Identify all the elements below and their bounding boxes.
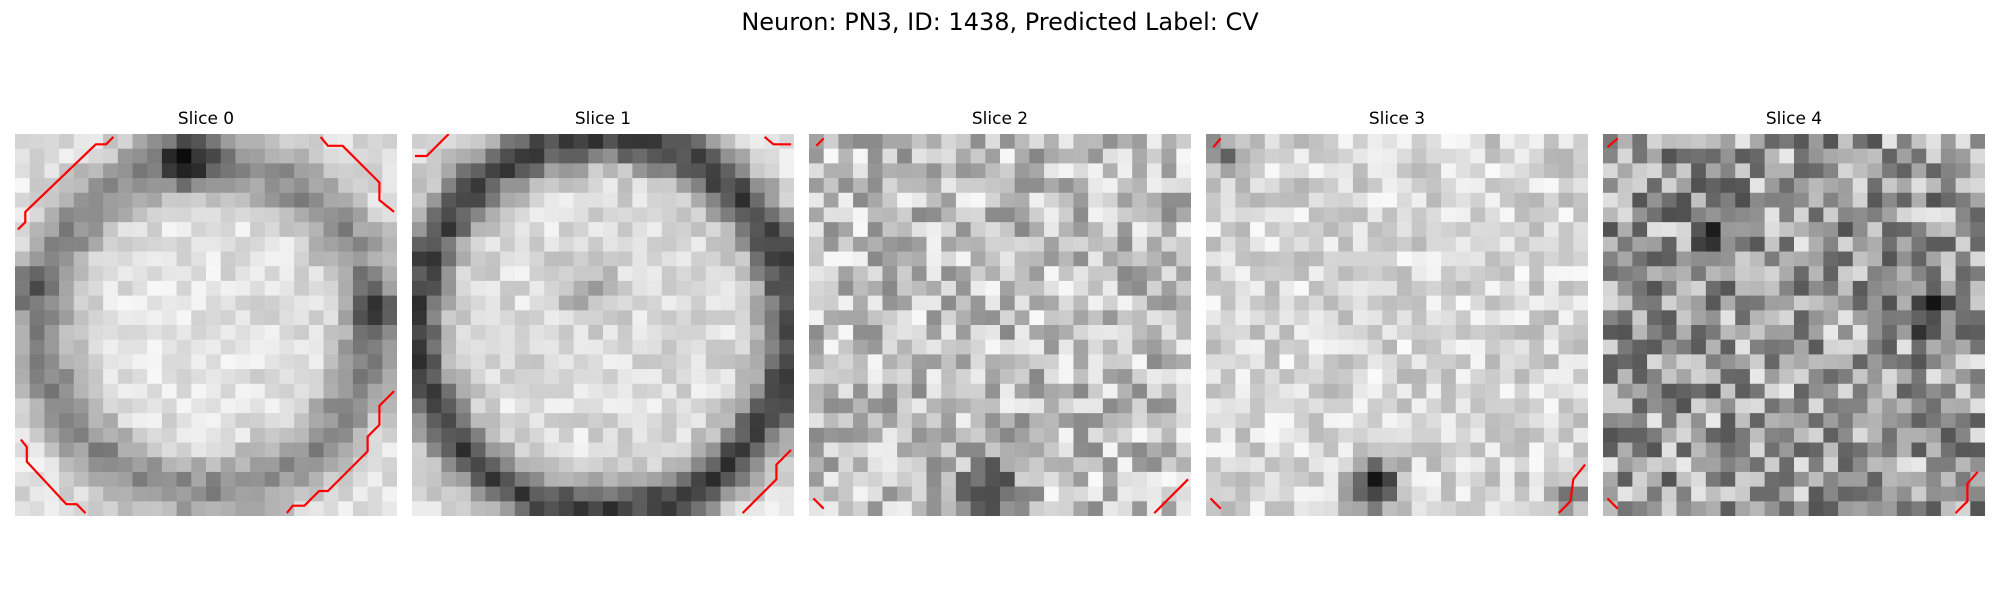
- slice-1-title: Slice 1: [412, 108, 794, 130]
- slice-panel-0: Slice 0: [15, 108, 397, 516]
- slice-0-title: Slice 0: [15, 108, 397, 130]
- slice-panel-3: Slice 3: [1206, 108, 1588, 516]
- slice-panel-4: Slice 4: [1603, 108, 1985, 516]
- slice-1-image: [412, 134, 794, 516]
- slice-panel-2: Slice 2: [809, 108, 1191, 516]
- slice-4-pixels: [1603, 134, 1985, 516]
- slice-0-image: [15, 134, 397, 516]
- slice-2-title: Slice 2: [809, 108, 1191, 130]
- figure-title: Neuron: PN3, ID: 1438, Predicted Label: …: [0, 6, 2000, 38]
- slice-0-pixels: [15, 134, 397, 516]
- slice-3-title: Slice 3: [1206, 108, 1588, 130]
- slice-2-pixels: [809, 134, 1191, 516]
- slice-panel-1: Slice 1: [412, 108, 794, 516]
- slice-3-pixels: [1206, 134, 1588, 516]
- slice-4-image: [1603, 134, 1985, 516]
- slice-2-image: [809, 134, 1191, 516]
- slice-4-title: Slice 4: [1603, 108, 1985, 130]
- slice-3-image: [1206, 134, 1588, 516]
- slice-1-pixels: [412, 134, 794, 516]
